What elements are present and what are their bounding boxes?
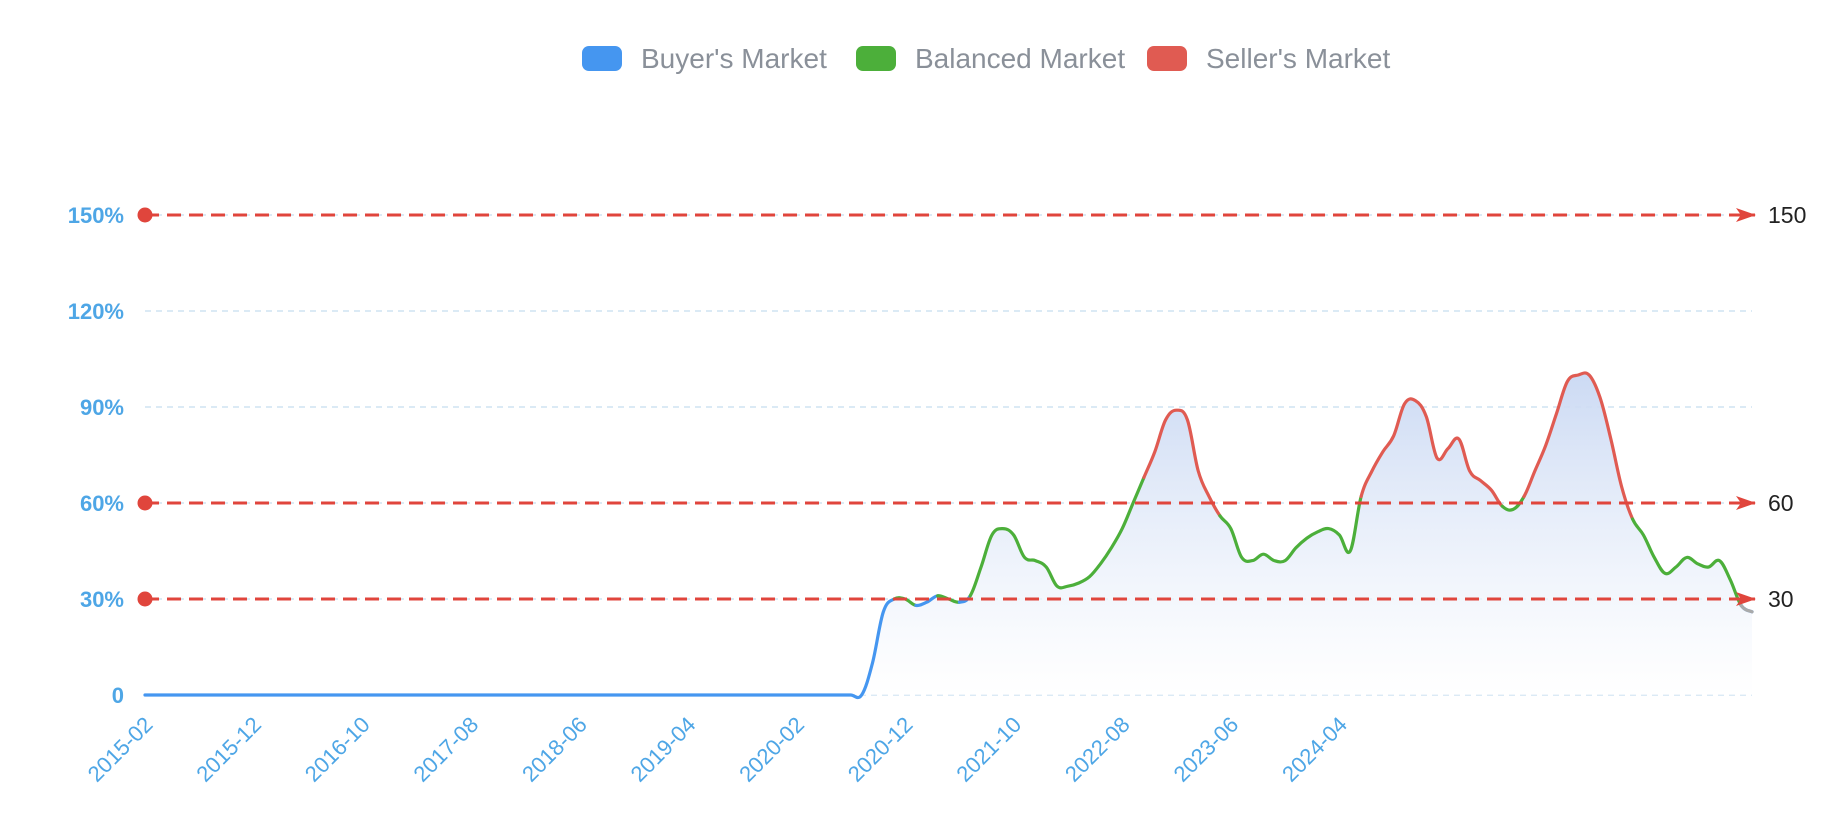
x-tick-label: 2019-04: [626, 712, 701, 787]
x-tick-label: 2020-02: [734, 712, 809, 787]
y-tick-label: 30%: [80, 587, 124, 612]
x-tick-label: 2021-10: [951, 712, 1026, 787]
series-line-segment-13: [1739, 603, 1754, 614]
x-tick-label: 2015-12: [191, 712, 266, 787]
legend-label-0[interactable]: Buyer's Market: [641, 43, 827, 74]
y-tick-label: 90%: [80, 395, 124, 420]
mark-line-label-60: 60: [1768, 490, 1794, 516]
legend-label-1[interactable]: Balanced Market: [915, 43, 1125, 74]
y-axis-ticks: 0 30% 60% 90% 120% 150%: [68, 203, 124, 708]
series-line-segment-0: [143, 597, 896, 700]
legend-label-2[interactable]: Seller's Market: [1206, 43, 1391, 74]
mark-line-start-dot-60: [137, 495, 153, 511]
x-tick-label: 2016-10: [300, 712, 375, 787]
mark-line-start-dot-30: [137, 591, 153, 607]
series-line-segment-6: [1142, 408, 1222, 518]
mark-line-label-150: 150: [1768, 202, 1806, 228]
legend: Buyer's Market Balanced Market Seller's Ma…: [582, 43, 1391, 74]
area-fill: [861, 372, 1752, 695]
area-under-curve: [861, 372, 1752, 695]
series-line-segment-7: [1218, 495, 1363, 564]
x-tick-label: 2017-08: [409, 712, 484, 787]
x-tick-label: 2015-02: [83, 712, 158, 787]
series-line-segment-8: [1359, 397, 1504, 508]
x-tick-label: 2020-12: [843, 712, 918, 787]
legend-swatch-1[interactable]: [856, 46, 896, 71]
x-tick-label: 2018-06: [517, 712, 592, 787]
mark-line-start-dot-150: [137, 207, 153, 223]
legend-swatch-0[interactable]: [582, 46, 622, 71]
series-line-segment-5: [968, 475, 1146, 598]
mark-lines: 150 60 30: [137, 202, 1806, 612]
mark-line-label-30: 30: [1768, 586, 1794, 612]
legend-swatch-2[interactable]: [1147, 46, 1187, 71]
y-tick-label: 120%: [68, 299, 124, 324]
x-axis-ticks: 2015-02 2015-12 2016-10 2017-08 2018-06 2019-…: [83, 712, 1352, 787]
series-line-segment-10: [1522, 371, 1635, 521]
x-tick-label: 2023-06: [1169, 712, 1244, 787]
series-line-segment-11: [1630, 517, 1743, 607]
x-tick-label: 2022-08: [1060, 712, 1135, 787]
y-tick-label: 0: [112, 683, 124, 708]
series-line-segment-2: [914, 594, 940, 608]
series-line-segment-4: [957, 594, 972, 604]
y-tick-label: 60%: [80, 491, 124, 516]
x-tick-label: 2024-04: [1277, 712, 1352, 787]
y-tick-label: 150%: [68, 203, 124, 228]
